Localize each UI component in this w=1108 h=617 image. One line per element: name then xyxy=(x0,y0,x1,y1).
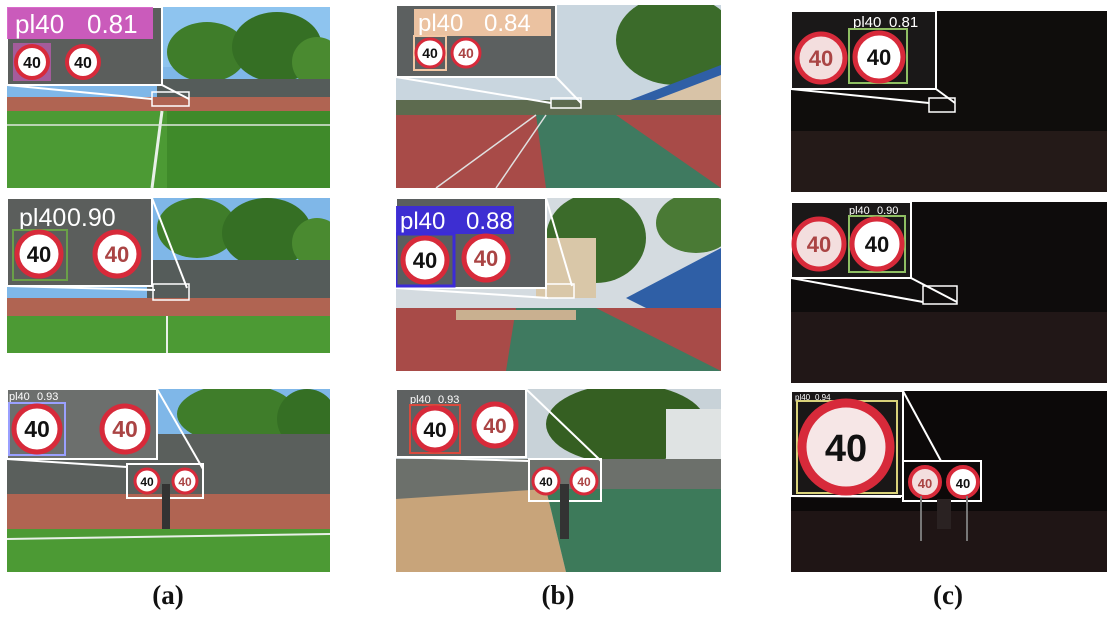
sign-b1-right: 40 xyxy=(458,45,474,61)
sign-c2-right: 40 xyxy=(865,232,889,257)
svg-text:0.93: 0.93 xyxy=(37,391,58,403)
sign-b3-right: 40 xyxy=(483,415,506,438)
column-label-c: (c) xyxy=(933,580,963,610)
sign-b2-left: 40 xyxy=(413,248,437,273)
sign-a1-right: 40 xyxy=(74,55,92,72)
photo-c2: pl40 0.90 40 40 xyxy=(791,202,1107,383)
sign-a3-right: 40 xyxy=(112,416,138,442)
det-label-a3: pl40 xyxy=(9,391,30,403)
photo-a3: pl40 0.93 40 40 40 40 xyxy=(7,389,330,572)
photo-b2: pl40 0.88 40 40 xyxy=(396,198,721,371)
det-label-a2: pl40 xyxy=(19,204,66,232)
sign-c1-right: 40 xyxy=(867,45,891,70)
det-label-c1: pl40 xyxy=(853,14,881,31)
sign-c3-large: 40 xyxy=(825,428,867,470)
svg-text:0.81: 0.81 xyxy=(889,14,918,31)
det-label-c2: pl40 xyxy=(849,205,870,217)
sign-a3-left: 40 xyxy=(24,416,50,442)
det-label-b3: pl40 xyxy=(410,394,431,406)
det-label-b1: pl40 xyxy=(418,10,463,37)
det-label-a1: pl40 xyxy=(15,9,64,39)
svg-text:0.84: 0.84 xyxy=(484,10,531,37)
sign-a2-left: 40 xyxy=(27,242,51,267)
svg-text:40: 40 xyxy=(577,475,591,489)
svg-text:0.90: 0.90 xyxy=(877,205,898,217)
sign-b2-right: 40 xyxy=(474,246,498,271)
photo-b3: pl40 0.93 40 40 40 40 xyxy=(396,389,721,572)
svg-text:0.88: 0.88 xyxy=(466,208,513,235)
photo-c3: pl40 0.94 40 40 40 xyxy=(791,391,1107,572)
det-label-c3: pl40 xyxy=(795,393,811,402)
svg-text:40: 40 xyxy=(140,475,154,489)
column-label-a: (a) xyxy=(152,580,184,610)
photo-b1: pl40 0.84 40 40 xyxy=(396,5,721,188)
svg-text:40: 40 xyxy=(918,476,932,491)
sign-a1-left: 40 xyxy=(23,55,41,72)
svg-text:40: 40 xyxy=(956,476,970,491)
column-label-b: (b) xyxy=(541,580,575,610)
svg-text:0.93: 0.93 xyxy=(438,394,459,406)
svg-text:0.90: 0.90 xyxy=(67,204,116,232)
sign-c1-left: 40 xyxy=(809,46,833,71)
sign-b1-left: 40 xyxy=(422,45,438,61)
photo-a1: pl40 0.81 40 40 xyxy=(7,7,330,188)
photo-a2: pl40 0.90 40 40 xyxy=(7,198,330,353)
svg-text:0.81: 0.81 xyxy=(87,9,138,39)
sign-a2-right: 40 xyxy=(105,242,129,267)
svg-text:0.94: 0.94 xyxy=(815,393,831,402)
svg-text:40: 40 xyxy=(539,475,553,489)
svg-text:40: 40 xyxy=(178,475,192,489)
sign-b3-left: 40 xyxy=(423,419,446,442)
sign-c2-left: 40 xyxy=(807,232,831,257)
photo-c1: pl40 0.81 40 40 xyxy=(791,11,1107,192)
det-label-b2: pl40 xyxy=(400,208,445,235)
